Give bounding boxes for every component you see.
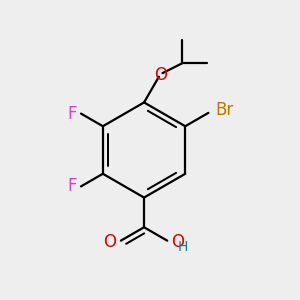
- Text: O: O: [171, 233, 184, 251]
- Text: O: O: [154, 66, 167, 84]
- Text: F: F: [67, 177, 76, 195]
- Text: O: O: [103, 233, 116, 251]
- Text: H: H: [178, 240, 188, 254]
- Text: F: F: [67, 105, 76, 123]
- Text: Br: Br: [216, 101, 234, 119]
